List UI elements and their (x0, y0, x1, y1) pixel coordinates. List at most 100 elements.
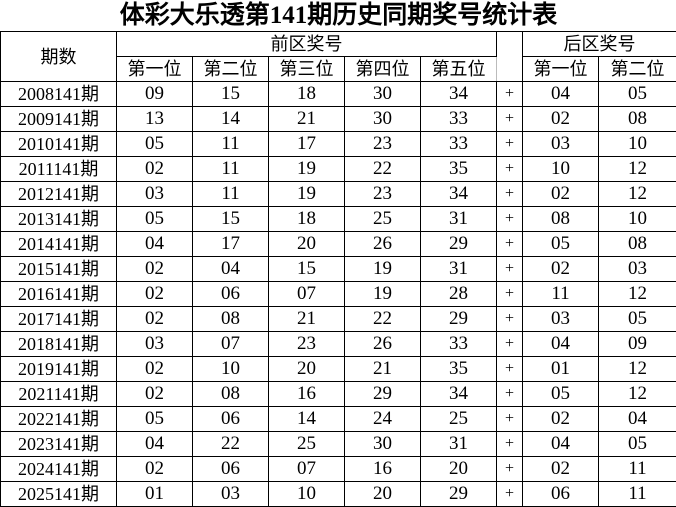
period-cell: 2019141期 (0, 356, 117, 382)
period-cell: 2008141期 (0, 81, 117, 107)
separator-cell: + (496, 306, 523, 332)
front-number-cell: 19 (344, 256, 421, 282)
back-number-cell: 05 (597, 81, 676, 107)
back-number-cell: 02 (522, 256, 599, 282)
front-number-cell: 03 (116, 331, 193, 357)
front-number-cell: 18 (268, 81, 345, 107)
front-number-cell: 17 (192, 231, 269, 257)
back-number-cell: 10 (597, 206, 676, 232)
table-row: 2015141期 02 04 15 19 31 +02 03 (0, 256, 676, 282)
front-number-cell: 34 (420, 81, 497, 107)
front-number-cell: 11 (192, 181, 269, 207)
front-number-cell: 07 (268, 456, 345, 482)
front-number-cell: 11 (192, 131, 269, 157)
period-cell: 2017141期 (0, 306, 117, 332)
separator-cell: + (496, 106, 523, 132)
back-number-cell: 12 (597, 181, 676, 207)
front-number-cell: 29 (420, 481, 497, 507)
front-number-cell: 25 (344, 206, 421, 232)
period-cell: 2011141期 (0, 156, 117, 182)
front-number-cell: 35 (420, 356, 497, 382)
separator-cell: + (496, 181, 523, 207)
front-number-cell: 15 (268, 256, 345, 282)
front-number-cell: 28 (420, 281, 497, 307)
back-number-cell: 11 (522, 281, 599, 307)
front-number-cell: 04 (116, 431, 193, 457)
front-number-cell: 05 (116, 406, 193, 432)
back-number-cell: 08 (522, 206, 599, 232)
separator-cell: + (496, 231, 523, 257)
front-number-cell: 20 (420, 456, 497, 482)
table-row: 2008141期 09 15 18 30 34 +04 05 (0, 81, 676, 107)
back-number-cell: 11 (597, 456, 676, 482)
front-number-cell: 34 (420, 381, 497, 407)
front-number-cell: 05 (116, 206, 193, 232)
period-cell: 2024141期 (0, 456, 117, 482)
front-number-cell: 26 (344, 231, 421, 257)
back-number-cell: 03 (522, 131, 599, 157)
front-number-cell: 08 (192, 381, 269, 407)
front-number-cell: 26 (344, 331, 421, 357)
front-number-cell: 02 (116, 306, 193, 332)
table-row: 2010141期 05 11 17 23 33 +03 10 (0, 131, 676, 157)
separator-cell: + (496, 256, 523, 282)
front-number-cell: 06 (192, 456, 269, 482)
back-number-cell: 05 (522, 231, 599, 257)
front-number-cell: 23 (268, 331, 345, 357)
separator-cell: + (496, 406, 523, 432)
back-number-cell: 10 (597, 131, 676, 157)
front-number-cell: 02 (116, 156, 193, 182)
front-number-cell: 02 (116, 456, 193, 482)
front-number-cell: 05 (116, 131, 193, 157)
front-number-cell: 20 (268, 231, 345, 257)
front-number-cell: 15 (192, 206, 269, 232)
table-row: 2019141期 02 10 20 21 35 +01 12 (0, 356, 676, 382)
back-number-cell: 08 (597, 231, 676, 257)
front-number-cell: 33 (420, 131, 497, 157)
back-number-cell: 05 (522, 381, 599, 407)
front-position-header: 第四位 (344, 56, 421, 82)
separator-cell: + (496, 356, 523, 382)
separator-cell: + (496, 206, 523, 232)
back-number-cell: 04 (522, 81, 599, 107)
front-number-cell: 22 (344, 306, 421, 332)
back-number-cell: 02 (522, 456, 599, 482)
period-cell: 2014141期 (0, 231, 117, 257)
back-number-cell: 03 (597, 256, 676, 282)
period-cell: 2021141期 (0, 381, 117, 407)
back-number-cell: 10 (522, 156, 599, 182)
separator-cell: + (496, 156, 523, 182)
table-row: 2021141期 02 08 16 29 34 +05 12 (0, 381, 676, 407)
front-number-cell: 31 (420, 431, 497, 457)
front-number-cell: 35 (420, 156, 497, 182)
period-cell: 2010141期 (0, 131, 117, 157)
separator-cell: + (496, 131, 523, 157)
back-number-cell: 12 (597, 356, 676, 382)
front-number-cell: 16 (268, 381, 345, 407)
front-number-cell: 06 (192, 406, 269, 432)
front-number-cell: 03 (192, 481, 269, 507)
period-header: 期数 (0, 31, 117, 82)
front-number-cell: 02 (116, 381, 193, 407)
front-number-cell: 34 (420, 181, 497, 207)
period-cell: 2009141期 (0, 106, 117, 132)
table-row: 2024141期 02 06 07 16 20 +02 11 (0, 456, 676, 482)
front-number-cell: 33 (420, 331, 497, 357)
front-position-header: 第三位 (268, 56, 345, 82)
table-row: 2013141期 05 15 18 25 31 +08 10 (0, 206, 676, 232)
back-number-cell: 03 (522, 306, 599, 332)
front-number-cell: 17 (268, 131, 345, 157)
back-zone-header: 后区奖号 (521, 31, 676, 57)
front-number-cell: 04 (116, 231, 193, 257)
front-number-cell: 19 (268, 156, 345, 182)
front-number-cell: 22 (344, 156, 421, 182)
table-row: 2009141期 13 14 21 30 33 +02 08 (0, 106, 676, 132)
front-number-cell: 21 (344, 356, 421, 382)
front-number-cell: 08 (192, 306, 269, 332)
period-cell: 2022141期 (0, 406, 117, 432)
back-number-cell: 08 (597, 106, 676, 132)
back-number-cell: 12 (597, 381, 676, 407)
back-number-cell: 12 (597, 281, 676, 307)
front-number-cell: 02 (116, 281, 193, 307)
back-number-cell: 11 (597, 481, 676, 507)
